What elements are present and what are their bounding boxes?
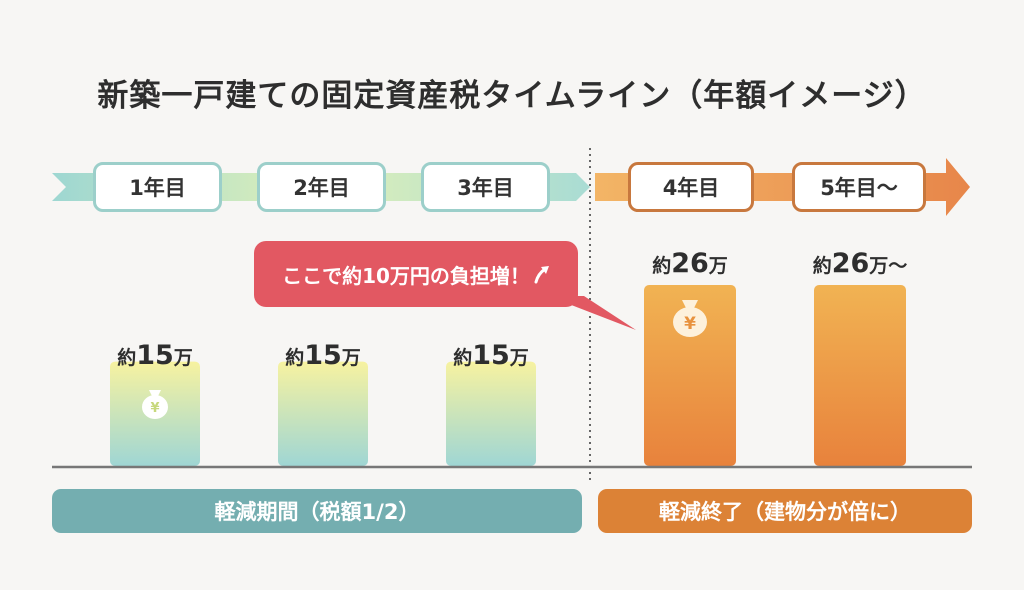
svg-text:¥: ¥	[684, 314, 696, 334]
bars-group	[110, 285, 906, 466]
bar-2	[278, 361, 368, 466]
bar-3	[446, 361, 536, 466]
timeline-arrow-ended	[595, 158, 970, 216]
bar-5	[814, 285, 906, 466]
svg-text:¥: ¥	[150, 401, 159, 416]
period-ended-bar: 軽減終了（建物分が倍に）	[598, 489, 972, 533]
bar-4	[644, 285, 736, 466]
year-box-3: 3年目	[421, 162, 550, 212]
callout-burden-increase: ここで約10万円の負担増！	[254, 241, 578, 307]
value-label-5: 約26万〜	[812, 248, 908, 279]
value-label-4: 約26万	[652, 248, 728, 279]
arrow-up-icon	[534, 266, 549, 284]
value-label-3: 約15万	[453, 340, 529, 371]
value-label-1: 約15万	[117, 340, 193, 371]
callout-text: ここで約10万円の負担増！	[282, 263, 530, 288]
year-box-5: 5年目〜	[792, 162, 926, 212]
money-bag-yen-icon: ¥	[142, 390, 168, 419]
value-label-2: 約15万	[285, 340, 361, 371]
period-reduced-bar: 軽減期間（税額1/2）	[52, 489, 582, 533]
year-box-2: 2年目	[257, 162, 386, 212]
year-box-4: 4年目	[628, 162, 754, 212]
money-bag-yen-icon: ¥	[673, 300, 707, 337]
year-box-1: 1年目	[93, 162, 222, 212]
chart-title: 新築一戸建ての固定資産税タイムライン（年額イメージ）	[97, 78, 927, 114]
